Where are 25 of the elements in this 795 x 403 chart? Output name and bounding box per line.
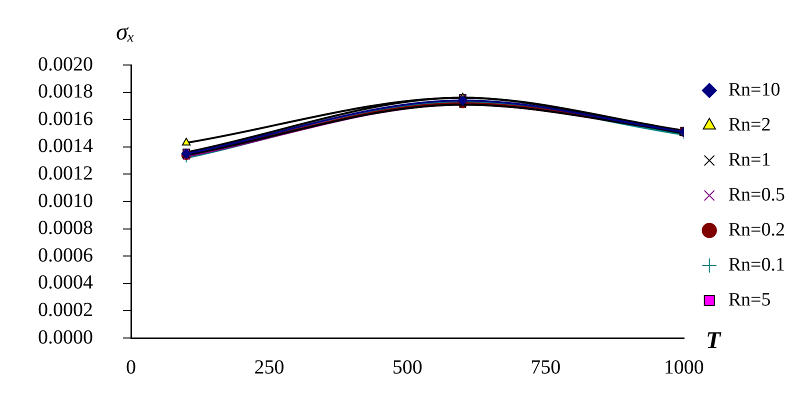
legend-label: Rn=0.2 bbox=[728, 219, 785, 240]
x-tick-label: 500 bbox=[392, 356, 422, 378]
y-tick-label: 0.0008 bbox=[38, 217, 93, 240]
legend-label: Rn=5 bbox=[728, 289, 771, 310]
y-tick-label: 0.0010 bbox=[38, 190, 93, 212]
x-tick-label: 1000 bbox=[664, 356, 704, 378]
y-tick-label: 0.0004 bbox=[38, 272, 93, 294]
x-tick-label: 0 bbox=[126, 356, 136, 378]
legend-label: Rn=10 bbox=[728, 79, 780, 100]
legend-label: Rn=1 bbox=[728, 149, 771, 170]
legend-label: Rn=0.1 bbox=[728, 254, 785, 276]
y-tick-label: 0.0012 bbox=[38, 162, 93, 184]
x-tick-label: 250 bbox=[254, 356, 284, 378]
y-axis-title: σₓ bbox=[116, 19, 135, 46]
y-tick-label: 0.0000 bbox=[38, 326, 93, 348]
y-tick-label: 0.0002 bbox=[38, 298, 93, 321]
x-tick-label: 750 bbox=[530, 356, 561, 378]
y-tick-label: 0.0014 bbox=[38, 135, 93, 158]
legend-label: Rn=2 bbox=[728, 114, 771, 136]
x-axis-title: T bbox=[706, 328, 722, 354]
y-tick-label: 0.0020 bbox=[38, 53, 93, 76]
y-tick-label: 0.0018 bbox=[38, 80, 93, 103]
y-tick-label: 0.0006 bbox=[38, 244, 93, 266]
legend-label: Rn=0.5 bbox=[728, 184, 785, 206]
y-tick-label: 0.0016 bbox=[38, 108, 93, 130]
